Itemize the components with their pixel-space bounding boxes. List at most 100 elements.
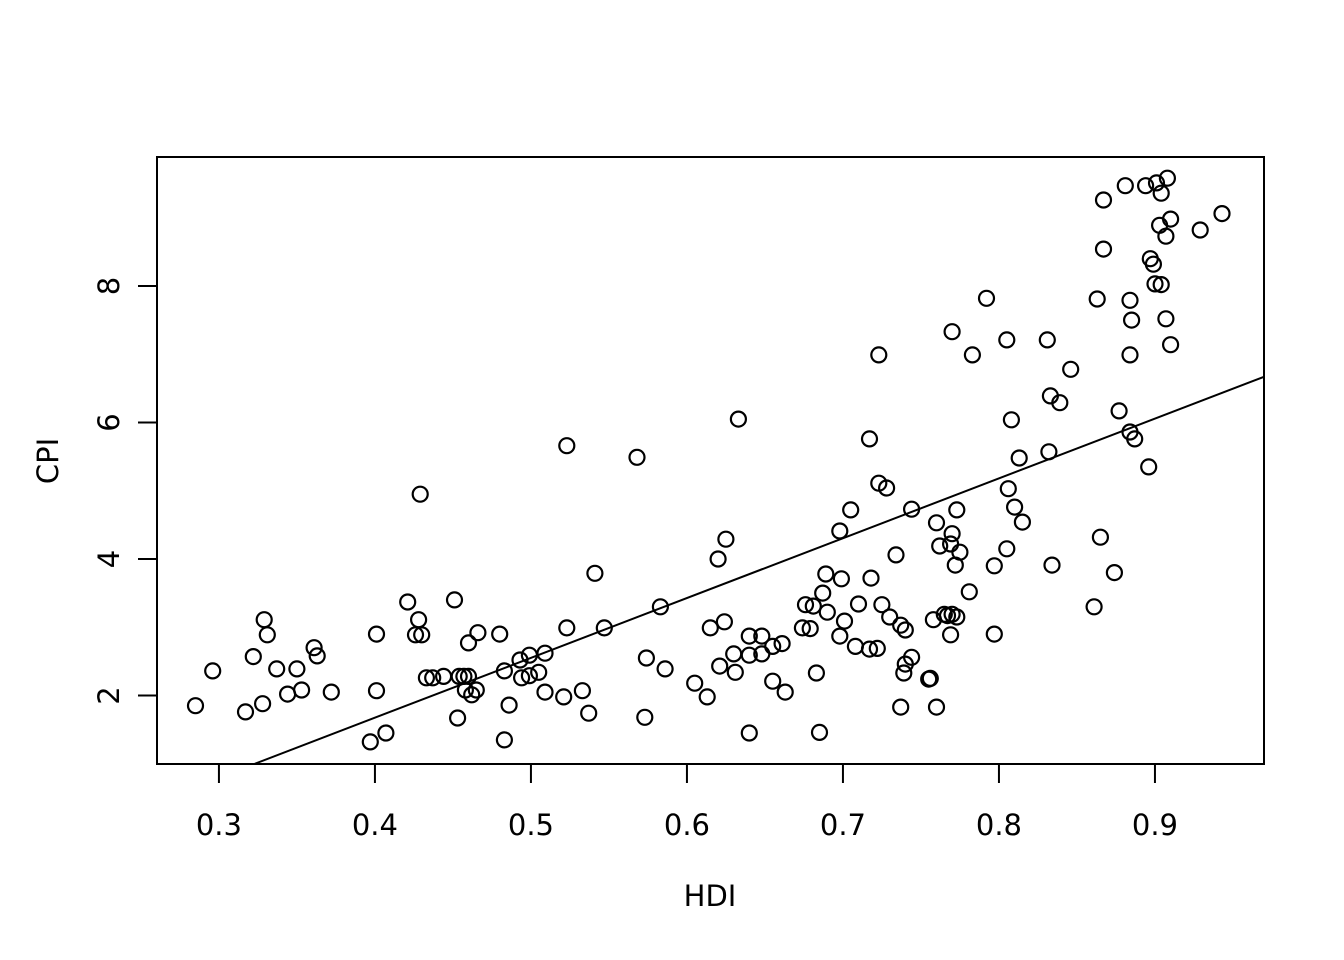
data-point — [410, 611, 428, 629]
data-point — [860, 640, 879, 658]
regression-line-group — [254, 375, 1265, 765]
plot-box — [156, 156, 1265, 765]
data-point — [595, 619, 613, 637]
data-point — [520, 667, 539, 685]
data-point — [998, 540, 1016, 558]
data-point — [1110, 402, 1128, 420]
data-point — [726, 663, 744, 681]
data-point — [449, 709, 467, 727]
data-point — [831, 522, 849, 540]
data-point — [985, 625, 1003, 643]
data-point — [892, 698, 910, 716]
data-point — [204, 662, 222, 680]
data-point — [1105, 563, 1124, 582]
data-point — [500, 696, 518, 714]
data-point — [725, 645, 743, 663]
data-point — [1140, 458, 1158, 476]
data-point — [1121, 291, 1139, 309]
data-point — [764, 672, 782, 690]
data-point — [512, 669, 531, 687]
data-point — [495, 731, 513, 749]
data-point — [459, 634, 478, 652]
x-tick-label: 0.8 — [976, 808, 1022, 842]
data-point — [842, 501, 860, 519]
data-point — [977, 289, 996, 307]
data-point — [1091, 528, 1110, 546]
data-point — [1157, 310, 1175, 328]
data-point — [435, 667, 453, 686]
data-point — [322, 683, 340, 701]
data-point — [1040, 443, 1058, 461]
data-point — [1121, 346, 1139, 364]
data-point — [1010, 449, 1028, 467]
data-point — [467, 681, 485, 699]
data-point — [367, 625, 386, 643]
data-point — [1038, 331, 1056, 349]
x-tick-label: 0.9 — [1132, 808, 1178, 842]
data-point — [868, 639, 886, 658]
data-point — [941, 535, 960, 553]
data-point — [411, 485, 429, 503]
data-point — [450, 667, 468, 686]
data-point — [255, 611, 273, 629]
data-point — [877, 479, 896, 497]
data-point — [279, 685, 297, 703]
data-point — [807, 664, 826, 682]
data-point — [896, 621, 914, 639]
data-point — [717, 530, 735, 548]
data-point — [455, 667, 473, 686]
data-point — [814, 584, 832, 602]
data-point — [998, 331, 1016, 349]
data-point — [555, 688, 573, 706]
data-point — [999, 480, 1017, 498]
data-point — [361, 733, 379, 751]
data-point — [849, 595, 868, 613]
data-point — [1161, 336, 1180, 354]
data-point — [1158, 169, 1177, 187]
data-point — [1088, 290, 1106, 308]
data-point — [288, 660, 306, 678]
y-axis-ticks: 2 4 6 8 — [92, 277, 156, 705]
x-axis-ticks: 0.3 0.4 0.5 0.6 0.7 0.8 0.9 — [196, 765, 1178, 842]
data-point — [268, 660, 286, 678]
data-point — [1094, 191, 1113, 209]
data-point — [417, 669, 435, 687]
data-point — [305, 639, 323, 657]
data-point — [1136, 177, 1155, 195]
data-point — [186, 697, 205, 715]
data-point — [963, 346, 982, 364]
data-point — [495, 662, 513, 680]
data-point — [1126, 430, 1144, 448]
data-point — [740, 646, 758, 664]
data-point — [1122, 311, 1141, 329]
data-point — [709, 550, 727, 568]
data-point — [698, 688, 716, 706]
data-points — [186, 169, 1231, 751]
data-point — [832, 570, 851, 588]
data-point — [258, 626, 276, 644]
data-point — [580, 704, 598, 722]
data-point — [860, 430, 879, 448]
data-point — [818, 603, 836, 621]
data-point — [656, 660, 674, 678]
data-point — [651, 598, 670, 616]
data-point — [293, 681, 311, 699]
data-point — [628, 448, 646, 466]
data-point — [254, 695, 272, 713]
data-point — [810, 723, 829, 742]
data-point — [924, 611, 943, 629]
data-point — [1005, 498, 1024, 516]
data-point — [511, 651, 529, 669]
data-point — [892, 616, 910, 634]
data-point — [895, 664, 913, 682]
y-tick-label: 8 — [92, 277, 126, 295]
data-point — [1013, 513, 1032, 531]
data-point — [764, 637, 782, 656]
data-point — [796, 596, 815, 614]
data-point — [862, 569, 880, 587]
data-point — [715, 613, 734, 631]
x-axis-label: HDI — [684, 879, 737, 913]
data-point — [377, 724, 395, 742]
